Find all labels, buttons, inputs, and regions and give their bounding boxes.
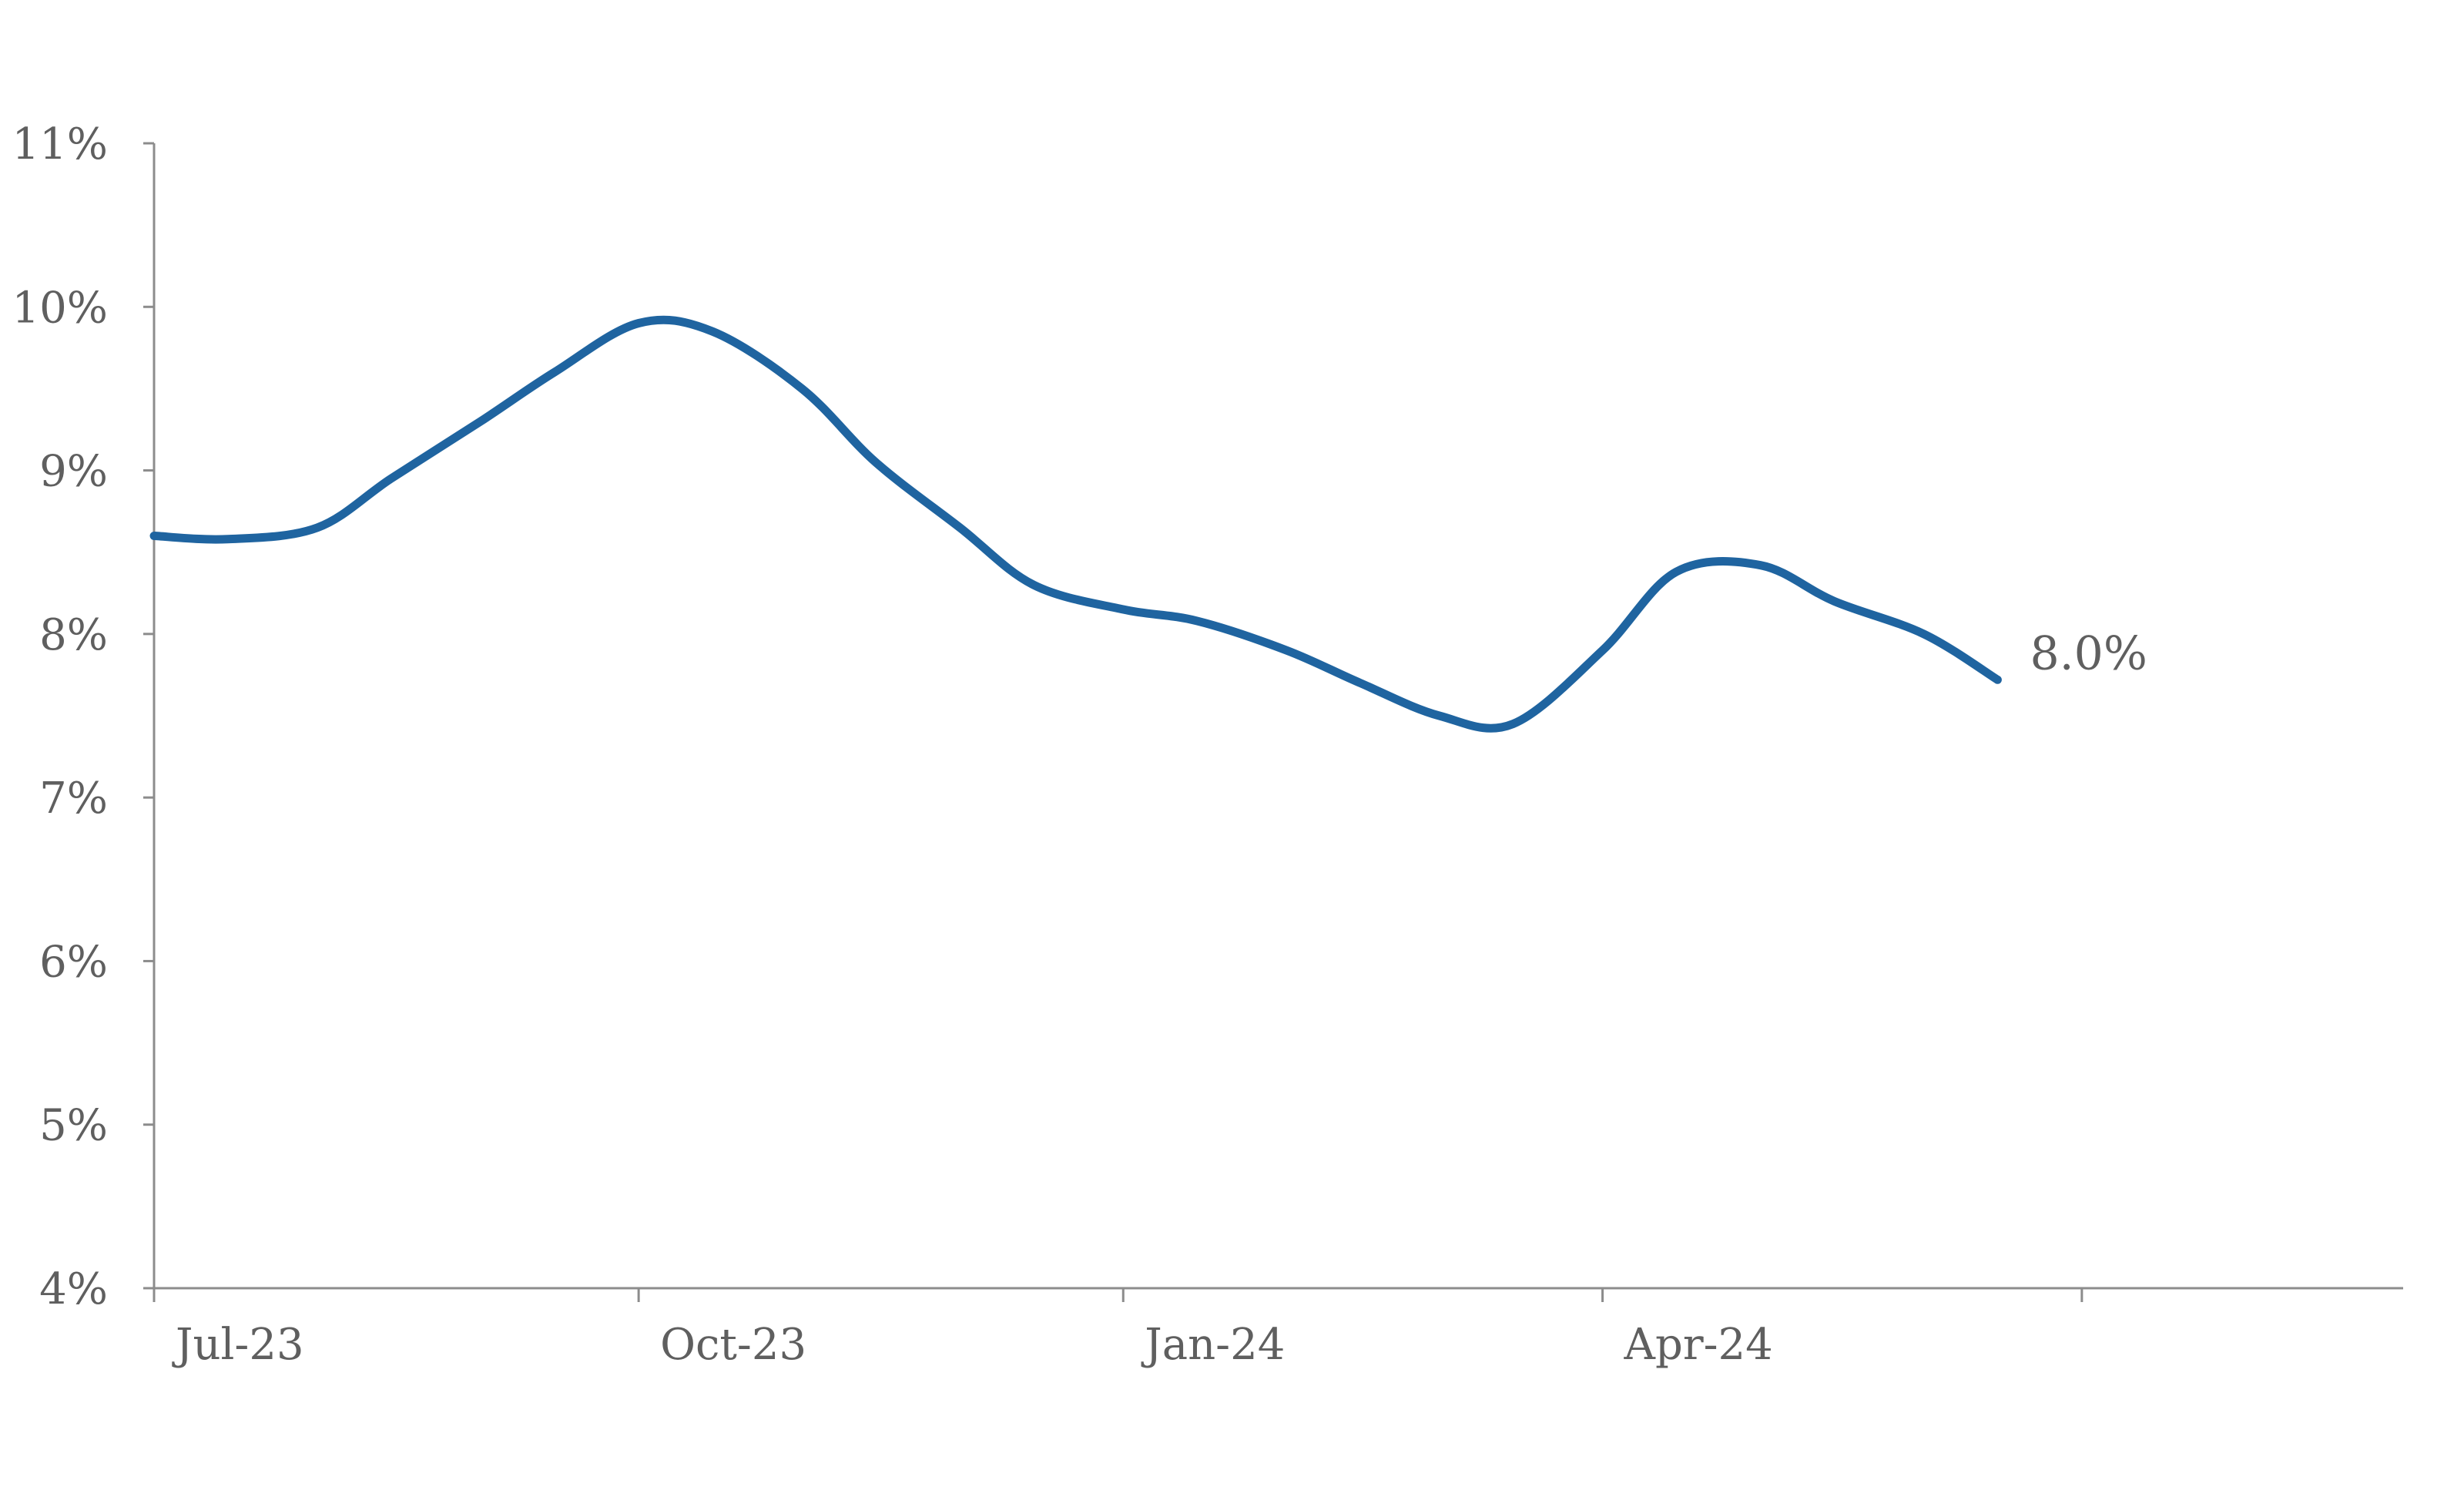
x-tick-label: Oct-23 (660, 1320, 806, 1370)
y-tick-label: 9% (39, 447, 108, 497)
x-tick-label: Apr-24 (1624, 1320, 1773, 1370)
y-tick-label: 5% (39, 1101, 108, 1151)
y-tick-label: 4% (39, 1264, 108, 1314)
y-axis-ticks: 4% 5% 6% 7% 8% 9% 10% 11% (12, 119, 154, 1314)
y-tick-label: 8% (39, 610, 108, 660)
series-line (149, 315, 2002, 733)
end-value-label: 8.0% (2030, 626, 2147, 680)
x-axis-ticks: Jul-23 Oct-23 Jan-24 Apr-24 (153, 1288, 2084, 1370)
x-tick-label: Jul-23 (172, 1320, 304, 1370)
axes (153, 143, 2403, 1290)
y-tick-label: 11% (12, 119, 108, 169)
series-layer: 8.0% (149, 315, 2147, 733)
y-tick-label: 6% (39, 937, 108, 987)
x-tick-label: Jan-24 (1141, 1320, 1285, 1370)
y-tick-label: 10% (12, 283, 108, 333)
y-tick-label: 7% (39, 774, 108, 824)
